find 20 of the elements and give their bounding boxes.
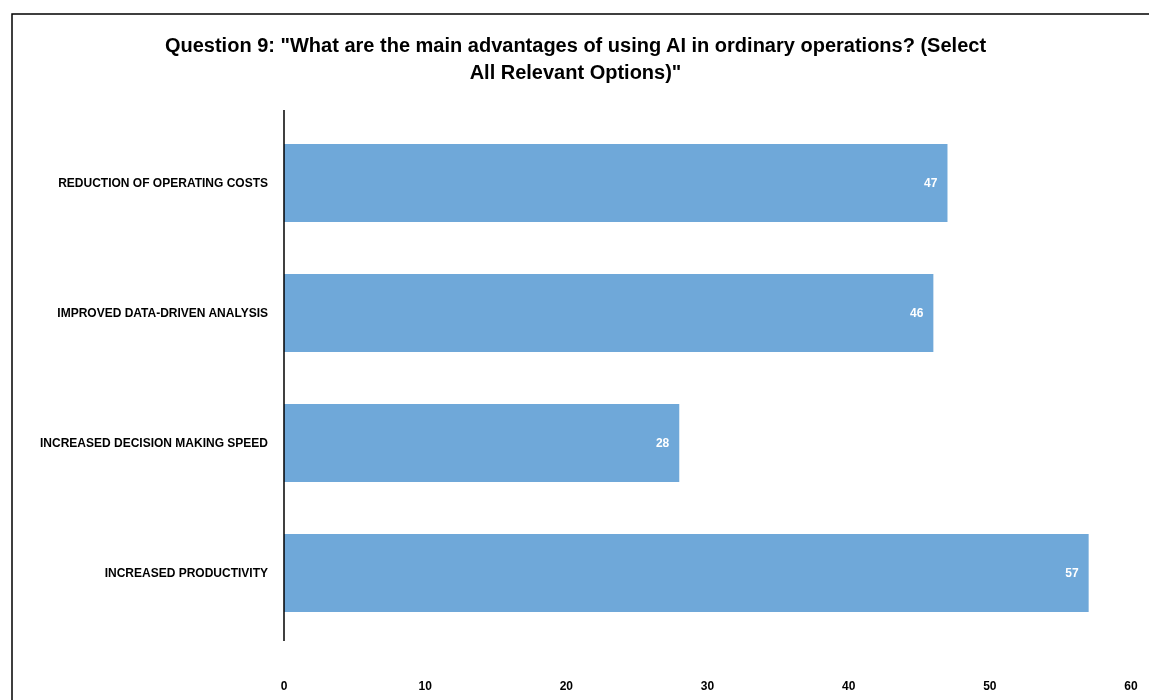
data-label: 57 <box>1065 566 1079 581</box>
data-label: 46 <box>910 306 924 321</box>
y-tick-label: IMPROVED DATA-DRIVEN ANALYSIS <box>57 306 268 321</box>
y-tick-label: INCREASED PRODUCTIVITY <box>104 566 268 581</box>
chart-title: Question 9: "What are the main advantages of using AI in ordinary operations? (Select All Relevant Options)" <box>164 34 987 83</box>
x-tick-label: 10 <box>418 679 433 693</box>
bar <box>284 534 1089 612</box>
bar <box>284 144 948 222</box>
bar <box>284 274 934 352</box>
x-tick-label: 20 <box>559 679 574 693</box>
data-label: 47 <box>924 176 938 191</box>
x-tick-label: 30 <box>700 679 715 693</box>
y-tick-label: INCREASED DECISION MAKING SPEED <box>39 436 269 451</box>
y-tick-label: REDUCTION OF OPERATING COSTS <box>58 176 268 191</box>
x-tick-label: 40 <box>841 679 856 693</box>
x-tick-label: 50 <box>983 679 997 693</box>
x-tick-label: 0 <box>280 679 288 693</box>
x-tick-label: 60 <box>1124 679 1138 693</box>
data-label: 28 <box>655 436 670 451</box>
bar <box>284 404 680 482</box>
